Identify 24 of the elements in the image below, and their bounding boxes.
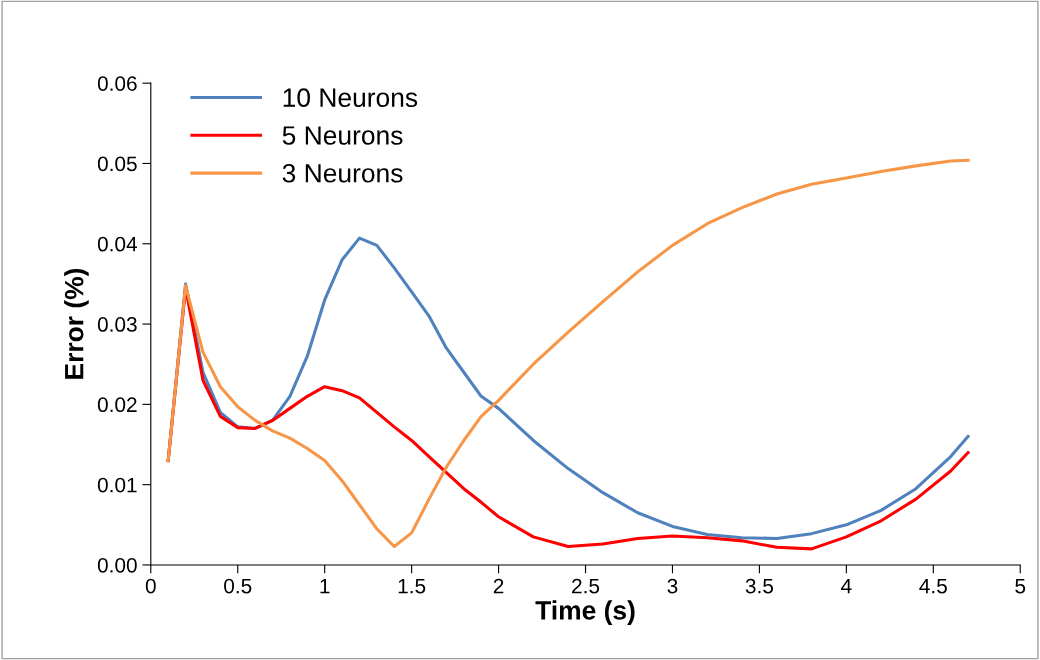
x-tick-label: 2.5	[572, 578, 600, 594]
y-tick-label: 0.00	[97, 557, 137, 573]
x-axis-title: Time (s)	[535, 600, 635, 625]
x-tick-label: 0	[145, 578, 156, 594]
y-axis-title: Error (%)	[64, 268, 89, 379]
legend-label: 5 Neurons	[282, 126, 403, 145]
x-tick-label: 2	[493, 578, 504, 594]
x-tick-label: 3.5	[745, 578, 774, 594]
y-tick-label: 0.04	[97, 236, 137, 252]
x-tick-label: 1.5	[398, 578, 426, 594]
x-tick-label: 4.5	[919, 578, 947, 594]
x-tick-label: 3	[667, 578, 678, 594]
y-tick-label: 0.06	[97, 76, 137, 91]
x-tick-label: 0.5	[224, 578, 252, 594]
legend-label: 3 Neurons	[282, 163, 403, 183]
x-tick-label: 1	[320, 578, 330, 594]
legend-label: 10 Neurons	[283, 88, 418, 108]
line-series	[166, 158, 970, 549]
y-tick-label: 0.05	[97, 156, 137, 172]
y-tick-label: 0.03	[97, 317, 137, 332]
x-tick-label: 4	[841, 578, 852, 594]
y-tick-label: 0.01	[97, 477, 137, 493]
y-tick-label: 0.02	[97, 397, 137, 413]
x-tick-label: 5	[1015, 578, 1026, 594]
